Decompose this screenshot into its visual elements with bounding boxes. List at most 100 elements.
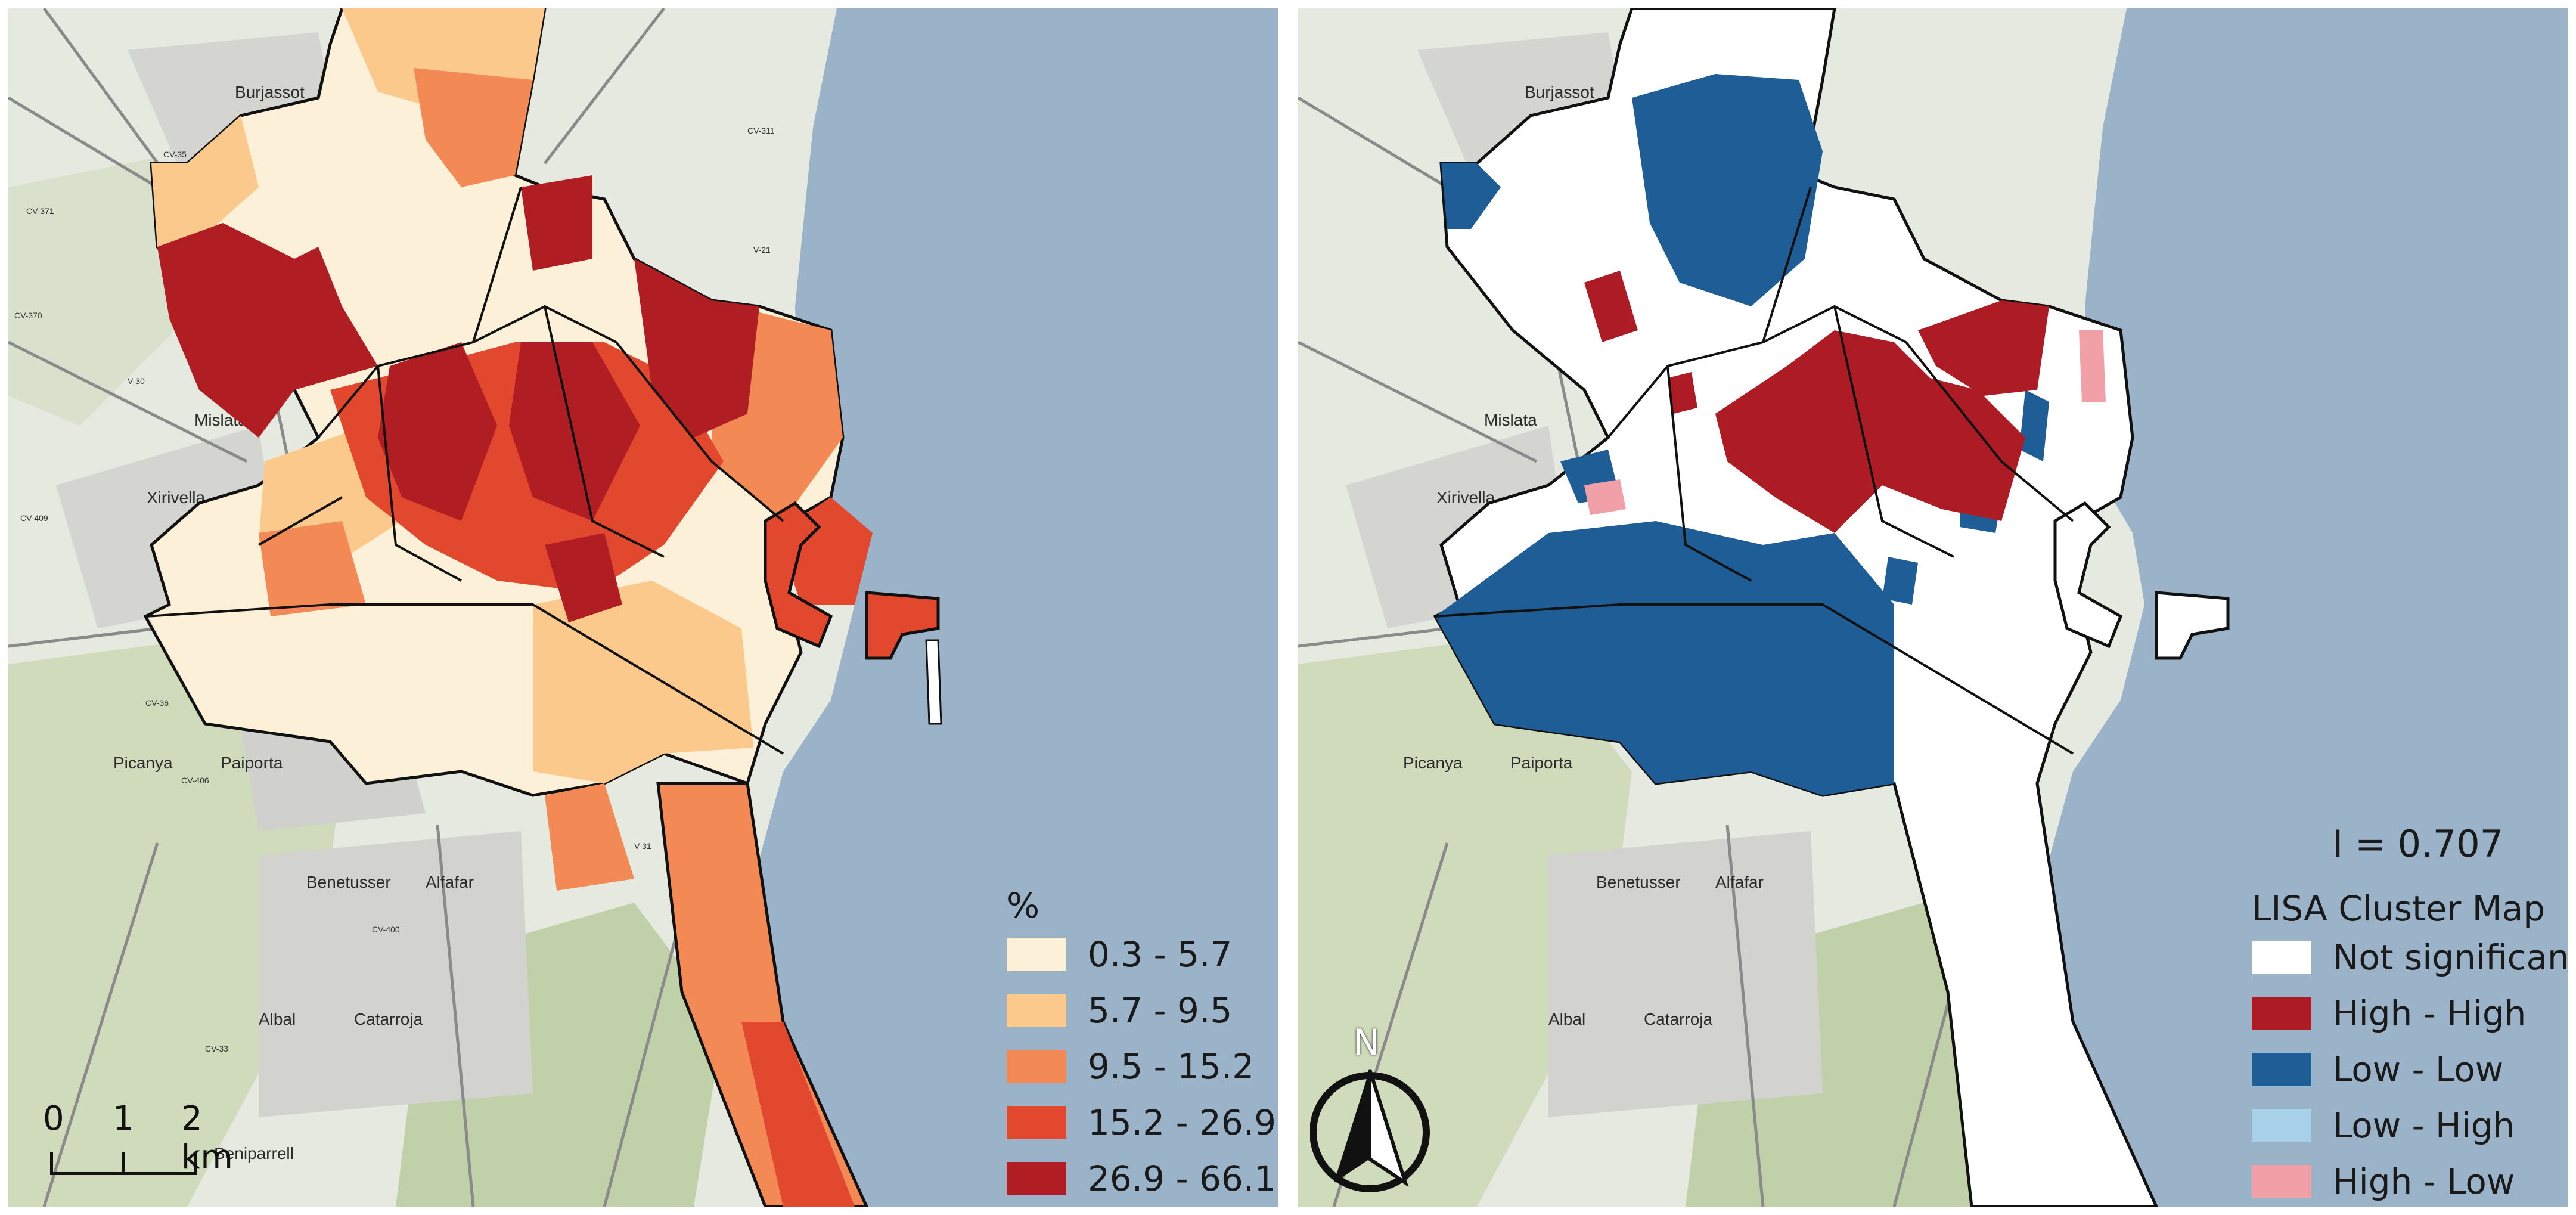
legend-label: 5.7 - 9.5: [1088, 990, 1233, 1031]
road-label: CV-35: [163, 150, 187, 159]
north-arrow: N: [1309, 1022, 1435, 1195]
green-area: [8, 157, 187, 426]
district-polygon: [545, 783, 634, 891]
choropleth-map: Burjassot Mislata Xirivella Picanya Paip…: [8, 8, 1278, 1207]
scale-label: 2 km: [181, 1099, 233, 1177]
legend-swatch: [1007, 938, 1066, 971]
cluster-high-high: [1668, 372, 1697, 414]
legend-item: 5.7 - 9.5: [1007, 982, 1276, 1039]
district-borders: [145, 187, 784, 755]
scale-label: 1: [113, 1099, 134, 1138]
urban-area: [259, 831, 533, 1117]
place-label: Catarroja: [1644, 1010, 1713, 1028]
scale-bar: 0 1 2 km: [38, 1099, 235, 1195]
legend-label: Not significant: [2333, 937, 2568, 978]
legend-item: 26.9 - 66.1: [1007, 1151, 1276, 1207]
legend-item: 0.3 - 5.7: [1007, 926, 1276, 982]
road-label: V-30: [128, 376, 145, 386]
place-label: Alfafar: [426, 873, 474, 891]
lisa-map-panel: Burjassot Mislata Xirivella Picanya Paip…: [1298, 8, 2568, 1207]
legend-label: 0.3 - 5.7: [1088, 934, 1233, 975]
lisa-map: Burjassot Mislata Xirivella Picanya Paip…: [1298, 8, 2568, 1207]
legend-swatch: [2252, 997, 2311, 1030]
district-polygon: [545, 533, 622, 622]
cluster-low-low: [2019, 390, 2049, 461]
road-label: V-21: [753, 245, 771, 255]
legend-item: Low - Low: [2252, 1042, 2568, 1098]
place-label: Paiporta: [1510, 754, 1573, 772]
district-polygon: [634, 259, 759, 438]
breakwater: [925, 639, 942, 725]
legend-swatch: [2252, 1053, 2311, 1086]
lisa-legend: LISA Cluster Map Not significant High - H…: [2252, 888, 2568, 1207]
place-label: Mislata: [1484, 411, 1537, 429]
legend-swatch: [1007, 1050, 1066, 1083]
district-polygon: [157, 223, 378, 438]
cluster-low-low: [1882, 557, 1918, 605]
north-label: N: [1353, 1022, 1380, 1064]
district-polygon: [378, 342, 497, 521]
scale-tick: [50, 1152, 53, 1175]
place-label: Picanya: [113, 754, 173, 772]
legend-label: 9.5 - 15.2: [1088, 1046, 1255, 1087]
district-polygon: [656, 782, 868, 1207]
district-polygon: [509, 342, 640, 521]
road-label: CV-36: [145, 698, 169, 708]
legend-swatch: [1007, 994, 1066, 1027]
cluster-low-low: [1441, 163, 1501, 229]
legend-title: %: [1007, 885, 1040, 926]
legend-label: High - Low: [2333, 1161, 2515, 1202]
place-label: Benetusser: [306, 873, 391, 891]
legend-item: Not significant: [2252, 929, 2568, 985]
road-label: CV-371: [26, 206, 54, 216]
cluster-high-high: [1584, 271, 1638, 342]
place-label: Paiporta: [221, 754, 283, 772]
legend-swatch: [2252, 1109, 2311, 1142]
road-label: CV-311: [747, 126, 775, 135]
place-label: Xirivella: [147, 488, 205, 507]
legend-item: 15.2 - 26.9: [1007, 1095, 1276, 1151]
cluster-high-low: [2079, 330, 2106, 402]
legend-swatch: [1007, 1106, 1066, 1139]
legend-item: High - Low: [2252, 1154, 2568, 1207]
road-label: CV-370: [14, 311, 42, 320]
legend-title: LISA Cluster Map: [2252, 888, 2546, 929]
district-polygon: [414, 68, 533, 187]
port-polygon: [2155, 591, 2230, 660]
place-label: Albal: [1548, 1010, 1585, 1028]
legend-item: 9.5 - 15.2: [1007, 1039, 1276, 1095]
road-label: V-31: [634, 841, 651, 851]
cluster-high-high: [1918, 300, 2049, 396]
legend-item: Low - High: [2252, 1098, 2568, 1154]
choropleth-map-panel: Burjassot Mislata Xirivella Picanya Paip…: [8, 8, 1278, 1207]
district-polygon: [259, 521, 366, 616]
scale-tick: [194, 1152, 197, 1175]
place-label: Catarroja: [354, 1010, 423, 1028]
district-polygon: [533, 581, 753, 783]
place-label: Xirivella: [1436, 488, 1495, 507]
road-label: CV-406: [181, 776, 209, 785]
urban-area: [1548, 831, 1823, 1117]
legend-label: Low - Low: [2333, 1049, 2504, 1090]
port-polygon: [2053, 501, 2123, 649]
place-label: Burjassot: [1525, 83, 1594, 101]
place-label: Benetusser: [1596, 873, 1681, 891]
legend-item: High - High: [2252, 985, 2568, 1042]
legend-swatch: [2252, 941, 2311, 974]
choropleth-legend: % 0.3 - 5.7 5.7 - 9.5 9.5 - 15.2 15.2 - 26.…: [1007, 885, 1276, 1207]
legend-label: Low - High: [2333, 1105, 2515, 1146]
district-polygon: [151, 116, 259, 247]
legend-items: Not significant High - High Low - Low Low -…: [2252, 929, 2568, 1207]
port-polygon: [764, 501, 833, 649]
legend-swatch: [1007, 1162, 1066, 1195]
place-label: Picanya: [1403, 754, 1463, 772]
road-label: CV-400: [372, 925, 400, 934]
legend-label: High - High: [2333, 993, 2527, 1034]
district-polygon: [741, 1022, 855, 1207]
district-polygon: [521, 175, 592, 271]
port-polygon: [865, 591, 940, 660]
legend-swatch: [2252, 1165, 2311, 1198]
legend-label: 26.9 - 66.1: [1088, 1158, 1277, 1199]
compass-icon: [1309, 1069, 1430, 1192]
scale-tick: [122, 1152, 125, 1175]
